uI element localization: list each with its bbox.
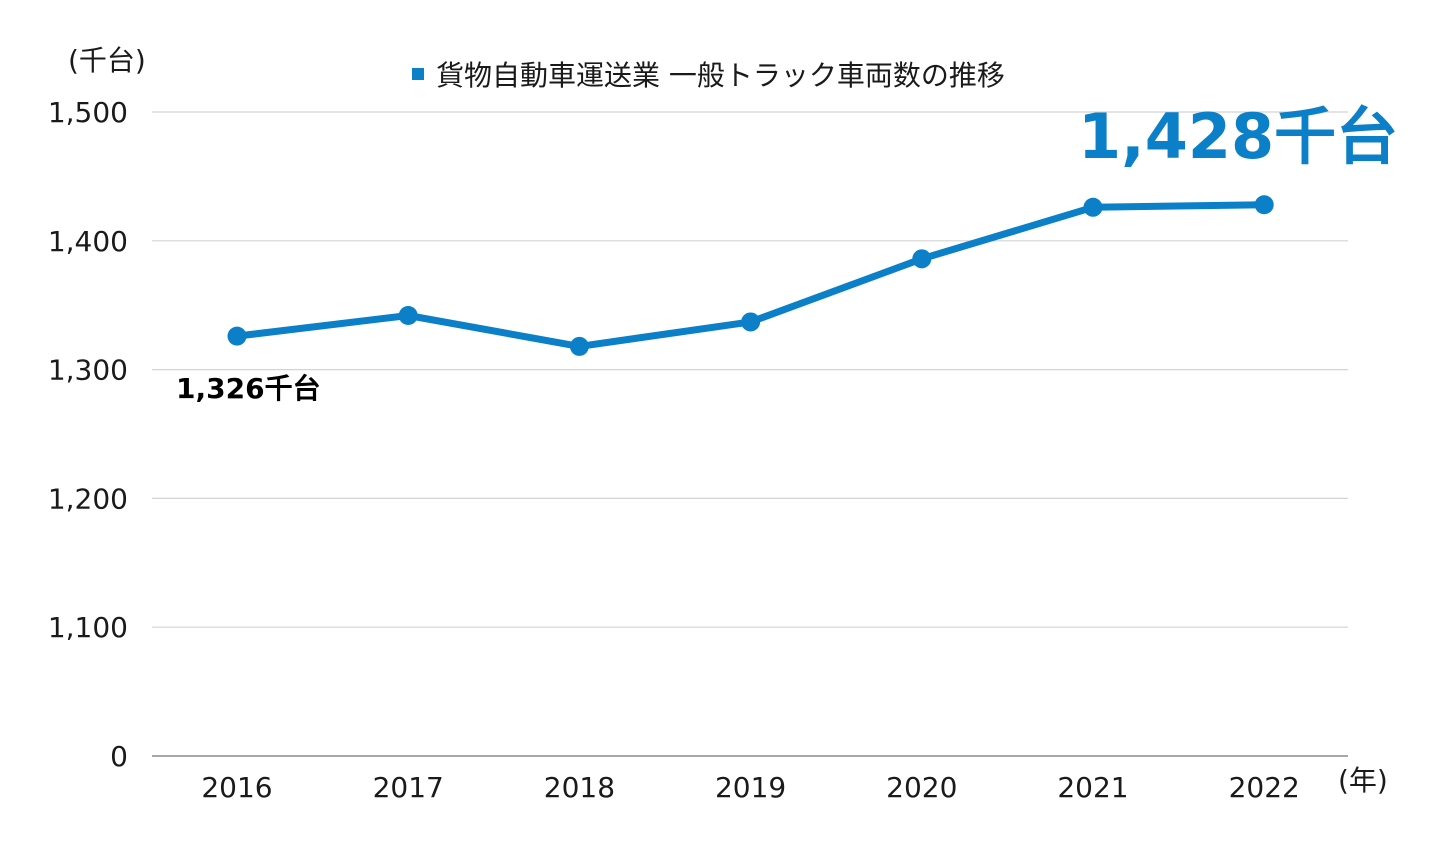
x-tick-label: 2019: [715, 771, 786, 804]
data-point-2022: [1254, 195, 1274, 215]
callout-start-value: 1,326千台: [176, 372, 321, 405]
x-tick-label: 2016: [201, 771, 272, 804]
x-tick-label: 2021: [1057, 771, 1128, 804]
data-point-2018: [569, 336, 589, 356]
axis-layer: 0 1,100 1,200 1,300 1,400 1,500 2016 2017 2018 20…: [48, 96, 1348, 804]
x-tick-label: 2018: [544, 771, 615, 804]
data-point-2016: [227, 326, 247, 346]
legend-label: 貨物自動車運送業 一般トラック車両数の推移: [436, 59, 1005, 92]
x-tick-label: 2017: [373, 771, 444, 804]
y-tick-label: 1,200: [48, 482, 128, 515]
series-layer: [227, 195, 1274, 356]
legend-marker: [412, 68, 424, 80]
y-tick-label: 1,500: [48, 96, 128, 129]
data-point-2021: [1083, 197, 1103, 217]
data-point-2017: [398, 306, 418, 326]
y-unit-label: (千台): [68, 44, 146, 77]
data-point-2020: [912, 249, 932, 269]
label-layer: (千台) (年) 貨物自動車運送業 一般トラック車両数の推移 1,326千台 1,428…: [68, 44, 1398, 797]
y-tick-label: 1,100: [48, 611, 128, 644]
y-tick-label: 1,400: [48, 225, 128, 258]
x-tick-label: 2020: [886, 771, 957, 804]
y-tick-label: 1,300: [48, 354, 128, 387]
y-tick-label: 0: [110, 740, 128, 773]
callout-end-value: 1,428千台: [1078, 100, 1398, 173]
x-unit-label: (年): [1338, 764, 1388, 797]
x-tick-label: 2022: [1229, 771, 1300, 804]
grid-layer: [152, 111, 1348, 628]
data-point-2019: [741, 312, 761, 332]
